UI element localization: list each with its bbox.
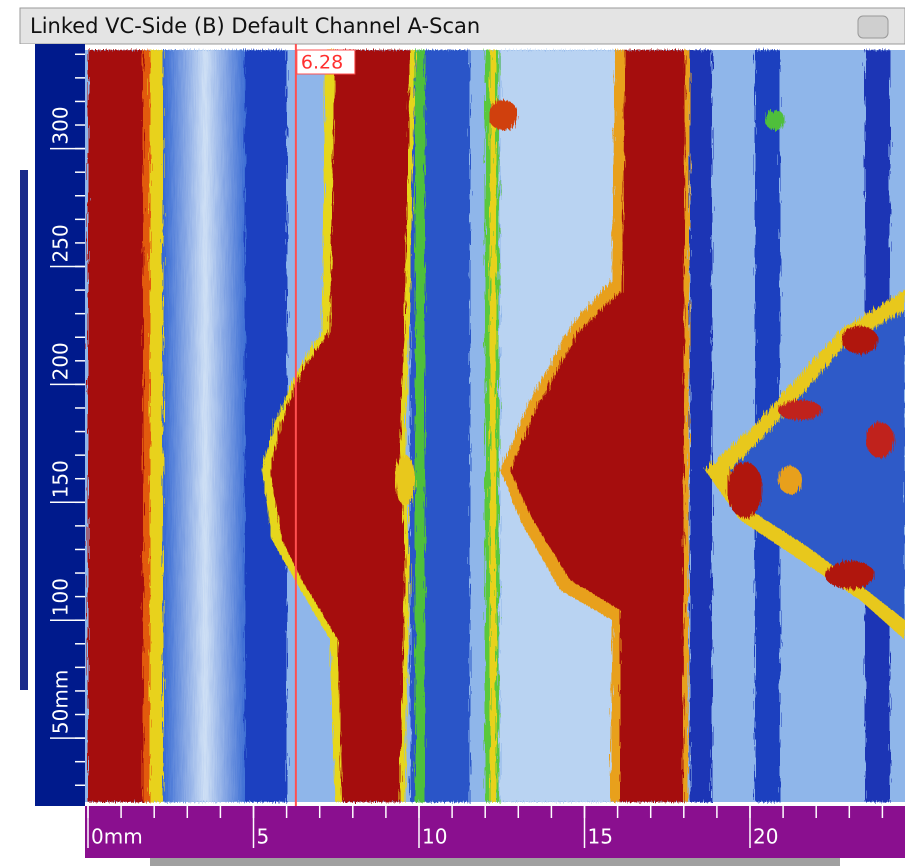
b-scan-image xyxy=(85,50,905,802)
y-tick-label: 250 xyxy=(49,224,73,262)
x-tick-label: 15 xyxy=(588,825,613,849)
page: Linked VC-Side (B) Default Channel A-Sca… xyxy=(0,0,905,866)
x-ruler xyxy=(85,806,905,858)
scan-window: Linked VC-Side (B) Default Channel A-Sca… xyxy=(0,0,905,866)
y-tick-label: 150 xyxy=(49,460,73,498)
x-tick-label: 20 xyxy=(753,825,778,849)
y-tick-label: 50mm xyxy=(49,670,73,734)
x-tick-label: 5 xyxy=(257,825,270,849)
x-tick-label: 0mm xyxy=(91,825,143,849)
y-tick-label: 200 xyxy=(49,342,73,380)
cursor-label: 6.28 xyxy=(301,52,343,74)
scrollbar[interactable] xyxy=(150,858,840,866)
left-margin xyxy=(0,44,35,866)
window-title: Linked VC-Side (B) Default Channel A-Sca… xyxy=(30,14,480,38)
y-tick-label: 100 xyxy=(49,578,73,616)
x-tick-label: 10 xyxy=(422,825,447,849)
side-slider[interactable] xyxy=(20,170,28,690)
window-button[interactable] xyxy=(858,16,888,38)
y-tick-label: 300 xyxy=(49,106,73,144)
